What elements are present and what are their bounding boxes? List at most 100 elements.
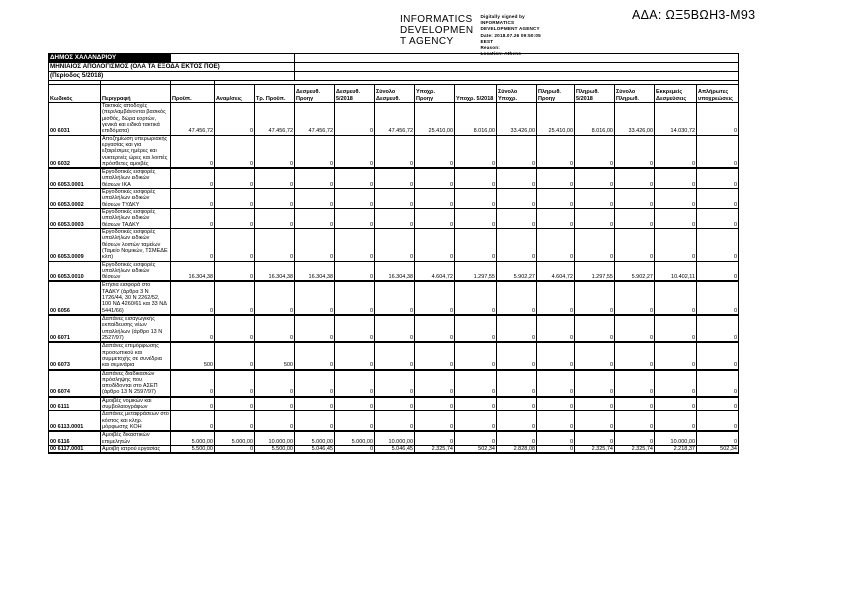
report-title-row: ΜΗΝΙΑΙΟΣ ΑΠΟΛΟΓΙΣΜΟΣ (ΟΛΑ ΤΑ ΕΞΟΔΑ ΕΚΤΟΣ… [48,62,739,72]
description-cell: Αμοιβή ιατρού εργασίας [100,444,171,455]
value-cell: 0 [496,167,537,190]
value-cell: 0 [614,430,655,446]
value-cell: 0 [536,314,575,344]
value-cell: 0 [614,341,655,371]
value-cell: 47.456,72 [254,102,295,136]
value-cell: 0 [254,368,295,398]
ada-code: ΑΔΑ: ΩΞ5ΒΩΗ3-Μ93 [632,8,756,22]
report-period: (Περίοδος 5/2018) [48,71,295,81]
value-cell: 0 [214,368,255,398]
column-header: Υποχρ. 5/2018 [454,84,497,103]
account-code-cell: 00 6071 [48,314,101,344]
value-cell: 0 [654,188,697,209]
value-cell: 10.000,00 [654,430,697,446]
value-cell: 0 [496,227,537,262]
signature-detail-line: DEVELOPMENT AGENCY [480,26,540,32]
report-period-row: (Περίοδος 5/2018) [48,71,739,81]
value-cell: 0 [654,341,697,371]
value-cell: 0 [614,368,655,398]
value-cell: 0 [654,396,697,412]
value-cell: 0 [454,134,497,170]
value-cell: 0 [374,396,415,412]
value-cell: 0 [170,314,215,344]
value-cell: 0 [214,102,255,136]
value-cell: 0 [614,188,655,209]
value-cell: 0 [696,167,739,190]
account-code-cell: 00 6053.0009 [48,227,101,262]
value-cell: 0 [654,314,697,344]
value-cell: 16.304,38 [254,260,295,283]
value-cell: 0 [696,368,739,398]
value-cell: 0 [254,167,295,190]
agency-line: T AGENCY [400,36,454,48]
description-cell: Εργοδοτικές εισφορές υπαλλήλων ειδικών θ… [100,188,171,209]
municipality-name: ΔΗΜΟΣ ΧΑΛΑΝΔΡΙΟΥ [48,53,171,63]
value-cell: 0 [496,410,537,433]
signature-detail-line: Digitally signed by [480,14,525,19]
value-cell: 0 [294,208,335,229]
description-cell: Δαπάνες διαδικασιών πρόσληψης που αποδίδ… [100,368,171,398]
value-cell: 16.304,38 [170,260,215,283]
value-cell: 0 [294,314,335,344]
value-cell: 0 [496,314,537,344]
value-cell: 5.902,27 [614,260,655,283]
table-row: 00 6111 Αμοιβές νομικών και συμβολαιογράφ… [48,396,739,412]
value-cell: 0 [574,280,615,316]
table-row: 00 6031 Τακτικές αποδοχές (περιλαμβάνοντα… [48,102,739,136]
value-cell: 14.030,72 [654,102,697,136]
value-cell: 0 [254,396,295,412]
description-cell: Εργοδοτικές εισφορές υπαλλήλων ειδικών θ… [100,208,171,229]
value-cell: 0 [374,227,415,262]
value-cell: 0 [696,280,739,316]
value-cell: 0 [414,430,455,446]
value-cell: 0 [214,208,255,229]
value-cell: 0 [374,188,415,209]
value-cell: 0 [334,188,375,209]
value-cell: 0 [654,167,697,190]
value-cell: 0 [536,280,575,316]
column-header: Αναμ/σεις [214,84,255,103]
value-cell: 0 [294,167,335,190]
column-header: Εκκρεμείς Δεσμεύσεις [654,84,697,103]
value-cell: 0 [294,134,335,170]
value-cell: 0 [696,188,739,209]
report-title: ΜΗΝΙΑΙΟΣ ΑΠΟΛΟΓΙΣΜΟΣ (ΟΛΑ ΤΑ ΕΞΟΔΑ ΕΚΤΟΣ… [48,62,295,72]
value-cell: 5.500,00 [254,444,295,455]
value-cell: 0 [294,188,335,209]
value-cell: 2.828,08 [496,444,537,455]
value-cell: 0 [374,134,415,170]
value-cell: 0 [170,188,215,209]
value-cell: 0 [374,167,415,190]
agency-line: INFORMATICS [400,14,473,25]
value-cell: 0 [170,410,215,433]
value-cell: 0 [334,444,375,455]
value-cell: 5.500,00 [170,444,215,455]
value-cell: 0 [334,102,375,136]
value-cell: 0 [654,208,697,229]
value-cell: 47.456,72 [170,102,215,136]
value-cell: 0 [654,280,697,316]
column-header: Τρ. Προϋπ. [254,84,295,103]
value-cell: 25.410,00 [414,102,455,136]
budget-table: ΔΗΜΟΣ ΧΑΛΑΝΔΡΙΟΥ ΜΗΝΙΑΙΟΣ ΑΠΟΛΟΓΙΣΜΟΣ (Ο… [48,53,739,455]
value-cell: 5.000,00 [294,430,335,446]
column-header: Σύνολο Πληρωθ. [614,84,655,103]
value-cell: 0 [214,410,255,433]
value-cell: 0 [254,208,295,229]
table-row: 00 6116 Αμοιβές δικαστικών επιμελητών 5.00… [48,430,739,446]
signature-detail-line: INFORMATICS [480,20,515,26]
value-cell: 0 [414,341,455,371]
column-header: Απλήρωτες υποχρεώσεις [696,84,739,103]
value-cell: 0 [496,280,537,316]
value-cell: 0 [214,280,255,316]
value-cell: 0 [696,396,739,412]
value-cell: 10.000,00 [374,430,415,446]
table-row: 00 6073 Δαπάνες επιμόρφωσης προσωπικού κα… [48,341,739,371]
table-row: 00 6113.0001 Δαπάνες μεταφράσεων στο κόστ… [48,410,739,433]
account-code-cell: 00 6056 [48,280,101,316]
column-header: Δεσμευθ. Προηγ [294,84,335,103]
value-cell: 0 [294,280,335,316]
value-cell: 0 [214,341,255,371]
value-cell: 0 [614,410,655,433]
account-code-cell: 00 6053.0010 [48,260,101,283]
